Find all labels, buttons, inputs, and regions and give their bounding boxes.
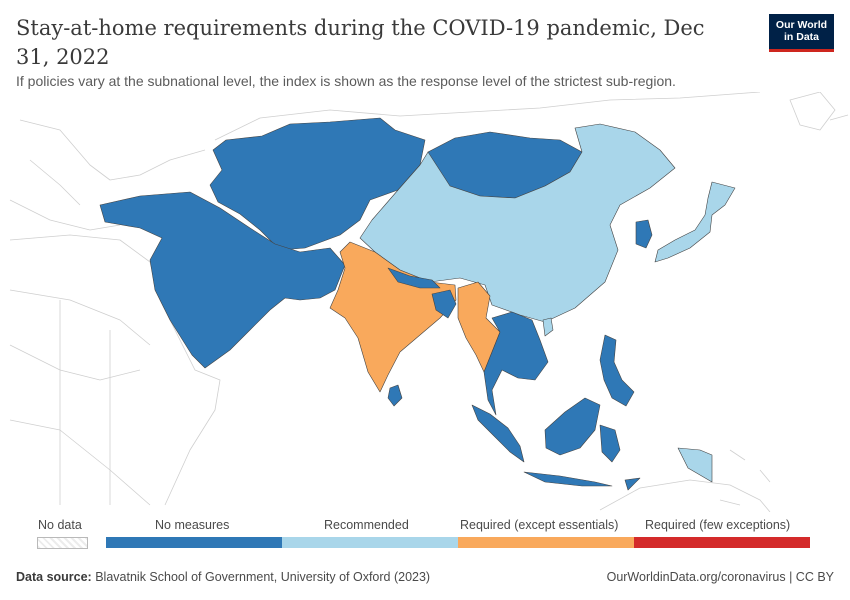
region-japan[interactable] — [654, 181, 736, 263]
legend-label-no-measures: No measures — [155, 518, 230, 532]
credit-link[interactable]: OurWorldinData.org/coronavirus | CC BY — [606, 570, 834, 584]
legend-bar-recommended[interactable] — [282, 537, 458, 548]
region-indonesia-malaysia[interactable] — [471, 397, 641, 491]
region-papua-new-guinea[interactable] — [677, 447, 713, 483]
legend-bar-no-measures[interactable] — [106, 537, 282, 548]
legend-label-recommended: Recommended — [324, 518, 409, 532]
legend-label-required-except-essentials: Required (except essentials) — [460, 518, 619, 532]
region-taiwan[interactable] — [542, 317, 554, 337]
logo-line-2: in Data — [783, 31, 819, 43]
europe-outline — [9, 119, 206, 231]
region-nepal[interactable] — [387, 267, 441, 289]
russia-outline — [214, 92, 761, 141]
legend-label-required-few-exceptions: Required (few exceptions) — [645, 518, 791, 532]
logo-line-1: Our World — [775, 19, 828, 31]
region-middle-east[interactable] — [99, 191, 346, 369]
data-source-label: Data source: — [16, 570, 92, 584]
data-source: Data source: Blavatnik School of Governm… — [16, 570, 430, 584]
australia-outline — [599, 479, 771, 512]
africa-outline — [9, 234, 221, 506]
pacific-islands-outline — [719, 449, 771, 506]
region-central-asia[interactable] — [209, 117, 426, 251]
legend-no-data-swatch[interactable] — [37, 537, 88, 549]
owid-logo[interactable]: Our World in Data — [769, 14, 834, 52]
outside-region-outlines — [9, 92, 849, 512]
legend-bar-required-except-essentials[interactable] — [458, 537, 634, 548]
chart-subtitle: If policies vary at the subnational leve… — [16, 73, 676, 89]
region-sri-lanka[interactable] — [387, 384, 403, 407]
region-philippines[interactable] — [599, 334, 635, 407]
chart-title: Stay-at-home requirements during the COV… — [16, 16, 705, 69]
alaska-outline — [789, 92, 849, 131]
data-source-text: Blavatnik School of Government, Universi… — [95, 570, 431, 584]
region-bangladesh[interactable] — [431, 289, 457, 319]
region-southeast-asia-mainland[interactable] — [483, 311, 549, 416]
region-south-korea[interactable] — [635, 219, 653, 249]
legend-no-data-label: No data — [38, 518, 82, 532]
legend-bar-required-few-exceptions[interactable] — [634, 537, 810, 548]
world-map — [9, 92, 849, 512]
map-regions — [99, 117, 736, 491]
